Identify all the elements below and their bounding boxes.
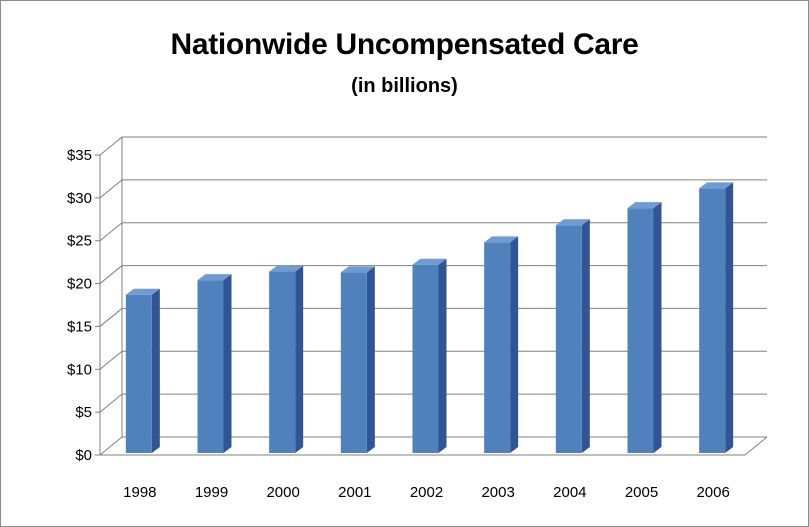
bar-top [269,265,304,272]
chart-subtitle: (in billions) [351,75,458,97]
x-tick-label: 1998 [123,484,156,501]
gridline-depth [99,222,123,242]
bar-side [366,266,375,453]
gridline-depth [99,436,123,456]
bar [340,266,375,453]
bar-side [295,265,304,453]
chart-title: Nationwide Uncompensated Care [170,28,639,61]
y-tick-label: $30 [67,190,92,207]
bar-front [484,242,511,453]
x-tick-label: 2003 [481,484,514,501]
bar-side [151,288,160,453]
gridline-depth [99,179,123,199]
bar-top [627,202,662,209]
bar-side [581,219,590,453]
bar-front [197,280,224,453]
y-tick-label: $15 [67,318,92,335]
bar-front [555,225,582,453]
gridline-depth [99,393,123,413]
x-tick-label: 2002 [410,484,443,501]
x-tick-label: 2006 [696,484,729,501]
gridline-depth [99,308,123,327]
y-axis-ticks: $0 $5 $10 $15 $20 $25 $30 $35 [67,147,92,464]
x-tick-label: 2000 [266,484,299,501]
y-tick-label: $5 [75,404,92,421]
bar-front [699,188,726,453]
y-tick-label: $25 [67,233,92,250]
bar-top [197,274,232,281]
bar [484,236,519,453]
bar-top [555,219,590,226]
bar-front [125,294,152,453]
x-tick-label: 2001 [338,484,371,501]
bar-side [510,236,519,453]
gridline-depth [99,350,123,370]
bar-front [269,271,296,453]
bar-front [412,264,439,453]
bar-front [627,208,654,453]
x-axis-ticks: 1998 1999 2000 2001 2002 2003 2004 2005 2006 [123,484,730,501]
x-tick-label: 1999 [195,484,228,501]
bar [197,274,232,453]
bar-top [484,236,519,243]
bar-front [340,272,367,453]
x-tick-label: 2004 [553,484,586,501]
bar-side [223,274,232,453]
bar [412,258,447,453]
bar-side [725,182,734,453]
y-tick-label: $10 [67,361,92,378]
y-tick-label: $35 [67,147,92,164]
y-tick-label: $20 [67,276,92,293]
bar [699,182,734,453]
bar [627,202,662,453]
floor-edge [744,436,768,456]
gridline-depth [99,136,123,156]
bar-side [438,258,447,453]
bar-side [653,202,662,453]
bar [125,288,160,453]
x-tick-label: 2005 [625,484,658,501]
bar [555,219,590,453]
bar-top [412,258,447,265]
bars [125,182,734,453]
bar [269,265,304,453]
y-tick-label: $0 [75,447,92,464]
bar-top [340,266,375,273]
gridline-depth [99,265,123,284]
bar-top [699,182,734,189]
bar-top [125,288,160,295]
